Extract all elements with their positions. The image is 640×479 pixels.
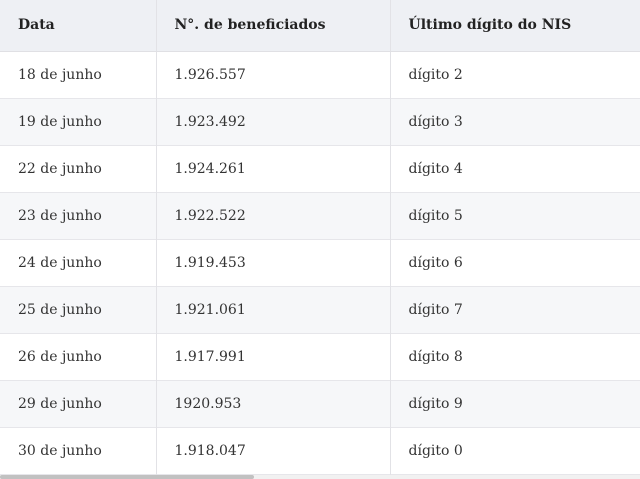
cell-date: 25 de junho [0,286,157,333]
cell-nis-digit: dígito 2 [408,66,463,83]
cell-date: 23 de junho [0,192,157,239]
header-row: Data N°. de beneficiados Último dígito d… [0,0,640,52]
table-row: 30 de junho 1.918.047 dígito 0 [0,427,640,474]
header-nis-digit: Último dígito do NIS [390,0,640,52]
cell-date: 26 de junho [0,333,157,380]
header-beneficiaries: N°. de beneficiados [156,0,391,52]
cell-nis-digit: dígito 8 [408,348,463,365]
cell-date: 22 de junho [0,145,157,192]
cell-beneficiaries: 1.917.991 [156,333,391,380]
cell-date: 29 de junho [0,380,157,427]
table-row: 26 de junho 1.917.991 dígito 8 [0,333,640,380]
cell-beneficiaries: 1.926.557 [156,51,391,98]
table-row: 23 de junho 1.922.522 dígito 5 [0,192,640,239]
cell-nis-digit: dígito 4 [408,160,463,177]
table-row: 22 de junho 1.924.261 dígito 4 [0,145,640,192]
cell-beneficiaries: 1.922.522 [156,192,391,239]
table-row: 19 de junho 1.923.492 dígito 3 [0,98,640,145]
cell-nis-digit: dígito 7 [408,301,463,318]
cell-beneficiaries: 1.918.047 [156,427,391,474]
cell-date: 30 de junho [0,427,157,474]
cell-nis-digit: dígito 5 [408,207,463,224]
cell-beneficiaries: 1.923.492 [156,98,391,145]
cell-beneficiaries: 1.921.061 [156,286,391,333]
table-body: 18 de junho 1.926.557 dígito 2 19 de jun… [0,51,640,474]
scrollbar-thumb[interactable] [0,475,254,479]
table-row: 25 de junho 1.921.061 dígito 7 [0,286,640,333]
cell-nis-digit: dígito 0 [408,442,463,459]
cell-nis-digit: dígito 3 [408,113,463,130]
horizontal-scrollbar[interactable] [0,475,640,479]
table-header: Data N°. de beneficiados Último dígito d… [0,0,640,52]
header-date: Data [0,0,157,52]
cell-date: 19 de junho [0,98,157,145]
cell-nis-digit: dígito 6 [408,254,463,271]
cell-beneficiaries: 1920.953 [156,380,391,427]
table-row: 18 de junho 1.926.557 dígito 2 [0,51,640,98]
table-row: 24 de junho 1.919.453 dígito 6 [0,239,640,286]
cell-date: 18 de junho [0,51,157,98]
cell-beneficiaries: 1.919.453 [156,239,391,286]
cell-nis-digit: dígito 9 [408,395,463,412]
cell-date: 24 de junho [0,239,157,286]
table-row: 29 de junho 1920.953 dígito 9 [0,380,640,427]
cell-beneficiaries: 1.924.261 [156,145,391,192]
